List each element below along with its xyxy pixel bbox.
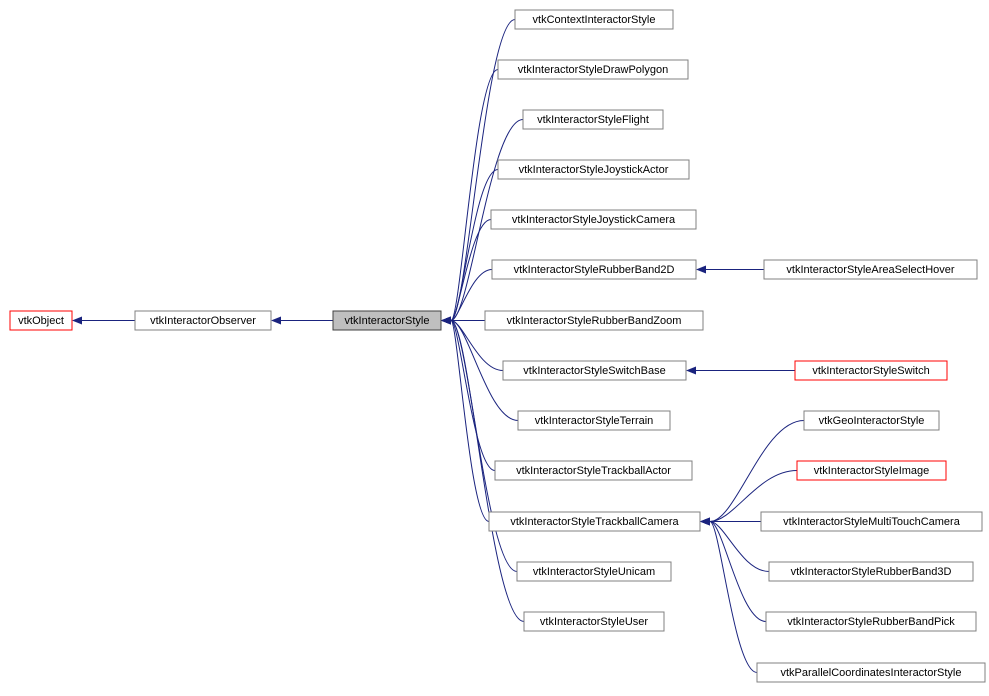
class-box[interactable] <box>333 311 441 330</box>
arrowhead <box>686 367 696 375</box>
class-node-vtkInteractorStyleRubberBandPick[interactable]: vtkInteractorStyleRubberBandPick <box>766 612 976 631</box>
class-box[interactable] <box>761 512 982 531</box>
inheritance-edge <box>451 321 489 522</box>
class-box[interactable] <box>503 361 686 380</box>
arrowhead <box>441 317 451 325</box>
class-box[interactable] <box>797 461 946 480</box>
class-node-vtkInteractorStyleRubberBandZoom[interactable]: vtkInteractorStyleRubberBandZoom <box>485 311 703 330</box>
inheritance-edge <box>451 220 491 321</box>
class-box[interactable] <box>795 361 947 380</box>
class-box[interactable] <box>518 411 670 430</box>
class-node-vtkObject[interactable]: vtkObject <box>10 311 72 330</box>
class-box[interactable] <box>498 60 688 79</box>
class-node-vtkInteractorStyleRubberBand2D[interactable]: vtkInteractorStyleRubberBand2D <box>492 260 696 279</box>
class-box[interactable] <box>10 311 72 330</box>
class-node-vtkInteractorStyle[interactable]: vtkInteractorStyle <box>333 311 441 330</box>
class-node-vtkInteractorStyleRubberBand3D[interactable]: vtkInteractorStyleRubberBand3D <box>769 562 973 581</box>
class-box[interactable] <box>524 612 664 631</box>
class-node-vtkParallelCoordinatesInteractorStyle[interactable]: vtkParallelCoordinatesInteractorStyle <box>757 663 985 682</box>
class-node-vtkInteractorStyleTrackballCamera[interactable]: vtkInteractorStyleTrackballCamera <box>489 512 700 531</box>
class-node-vtkInteractorStyleJoystickCamera[interactable]: vtkInteractorStyleJoystickCamera <box>491 210 696 229</box>
inheritance-edge <box>710 522 766 622</box>
inheritance-diagram: vtkObject vtkInteractorObserver vtkInterac… <box>0 0 989 696</box>
class-box[interactable] <box>757 663 985 682</box>
class-box[interactable] <box>804 411 939 430</box>
class-node-vtkInteractorStyleSwitch[interactable]: vtkInteractorStyleSwitch <box>795 361 947 380</box>
class-node-vtkInteractorStyleMultiTouchCamera[interactable]: vtkInteractorStyleMultiTouchCamera <box>761 512 982 531</box>
class-box[interactable] <box>492 260 696 279</box>
class-node-vtkInteractorStyleImage[interactable]: vtkInteractorStyleImage <box>797 461 946 480</box>
class-box[interactable] <box>489 512 700 531</box>
nodes-layer: vtkObject vtkInteractorObserver vtkInterac… <box>10 10 985 682</box>
class-box[interactable] <box>517 562 671 581</box>
class-node-vtkInteractorStyleJoystickActor[interactable]: vtkInteractorStyleJoystickActor <box>498 160 689 179</box>
class-box[interactable] <box>515 10 673 29</box>
arrowhead <box>696 266 706 274</box>
edges-layer <box>72 20 804 673</box>
class-node-vtkContextInteractorStyle[interactable]: vtkContextInteractorStyle <box>515 10 673 29</box>
class-node-vtkInteractorStyleSwitchBase[interactable]: vtkInteractorStyleSwitchBase <box>503 361 686 380</box>
class-box[interactable] <box>523 110 663 129</box>
class-node-vtkInteractorStyleUser[interactable]: vtkInteractorStyleUser <box>524 612 664 631</box>
class-node-vtkGeoInteractorStyle[interactable]: vtkGeoInteractorStyle <box>804 411 939 430</box>
class-node-vtkInteractorStyleTrackballActor[interactable]: vtkInteractorStyleTrackballActor <box>495 461 692 480</box>
class-node-vtkInteractorStyleAreaSelectHover[interactable]: vtkInteractorStyleAreaSelectHover <box>764 260 977 279</box>
class-box[interactable] <box>498 160 689 179</box>
inheritance-edge <box>710 522 757 673</box>
class-node-vtkInteractorObserver[interactable]: vtkInteractorObserver <box>135 311 271 330</box>
class-node-vtkInteractorStyleFlight[interactable]: vtkInteractorStyleFlight <box>523 110 663 129</box>
class-node-vtkInteractorStyleTerrain[interactable]: vtkInteractorStyleTerrain <box>518 411 670 430</box>
class-node-vtkInteractorStyleUnicam[interactable]: vtkInteractorStyleUnicam <box>517 562 671 581</box>
inheritance-edge <box>451 321 495 471</box>
arrowhead <box>700 518 710 526</box>
class-box[interactable] <box>485 311 703 330</box>
class-box[interactable] <box>491 210 696 229</box>
arrowhead <box>72 317 82 325</box>
class-node-vtkInteractorStyleDrawPolygon[interactable]: vtkInteractorStyleDrawPolygon <box>498 60 688 79</box>
arrowhead <box>271 317 281 325</box>
class-box[interactable] <box>495 461 692 480</box>
class-box[interactable] <box>135 311 271 330</box>
class-box[interactable] <box>764 260 977 279</box>
class-box[interactable] <box>769 562 973 581</box>
class-box[interactable] <box>766 612 976 631</box>
